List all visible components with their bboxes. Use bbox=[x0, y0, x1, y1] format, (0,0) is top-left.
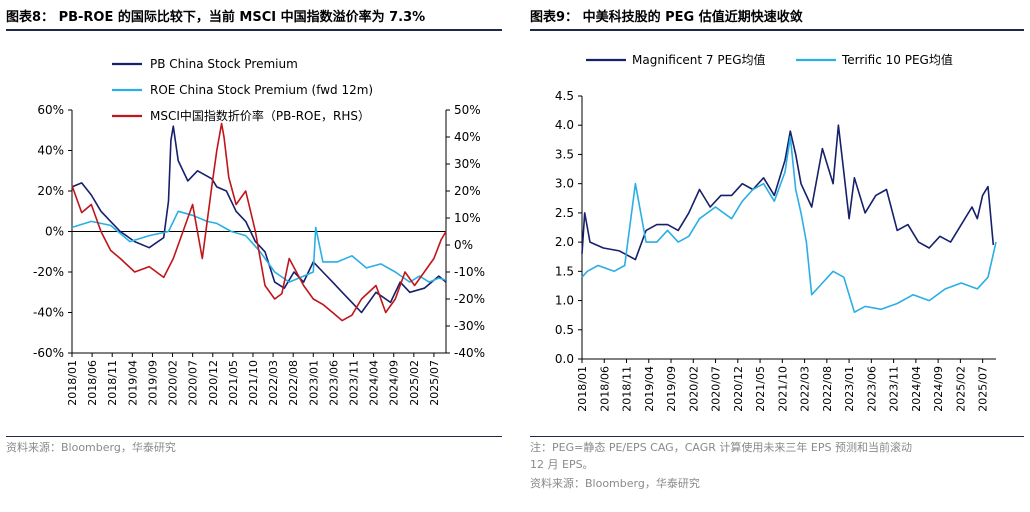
y-right-tick-label: 20% bbox=[454, 184, 481, 198]
y-tick-label: 4.5 bbox=[555, 89, 574, 103]
x-tick-label: 2020/02 bbox=[687, 366, 700, 412]
x-tick-label: 2020/12 bbox=[732, 366, 745, 412]
y-left-tick-label: -60% bbox=[33, 346, 64, 360]
y-left-tick-label: -40% bbox=[33, 306, 64, 320]
x-tick-label: 2020/07 bbox=[187, 360, 200, 406]
legend-label-t10: Terrific 10 PEG均值 bbox=[841, 52, 953, 67]
x-tick-label: 2022/08 bbox=[287, 360, 300, 406]
right-note-line1: 注：PEG=静态 PE/EPS CAG，CAGR 计算使用未来三年 EPS 预测… bbox=[530, 441, 912, 454]
series-line-mag7 bbox=[581, 124, 995, 261]
x-tick-label: 2022/03 bbox=[267, 360, 280, 406]
x-tick-label: 2019/04 bbox=[643, 366, 656, 412]
series-line-pb bbox=[71, 125, 447, 314]
x-tick-label: 2018/06 bbox=[86, 360, 99, 406]
x-tick-label: 2021/05 bbox=[227, 360, 240, 406]
x-tick-label: 2021/10 bbox=[247, 360, 260, 406]
y-right-tick-label: -40% bbox=[454, 346, 485, 360]
x-tick-label: 2025/02 bbox=[408, 360, 421, 406]
left-title-rule bbox=[6, 29, 502, 31]
x-tick-label: 2018/11 bbox=[106, 360, 119, 406]
left-pb-roe-chart: 60% 40% 20% 0% -20% -40% -60% 50% 40% 30% 20% 10% 0%… bbox=[33, 57, 485, 406]
y-left-tick-label: -20% bbox=[33, 265, 64, 279]
y-tick-label: 0.0 bbox=[555, 352, 574, 366]
right-title-rule bbox=[530, 29, 1024, 31]
y-right-tick-label: 50% bbox=[454, 103, 481, 117]
legend-label-msci: MSCI中国指数折价率（PB-ROE，RHS） bbox=[150, 108, 370, 123]
y-tick-label: 3.0 bbox=[555, 177, 574, 191]
y-right-tick-label: -20% bbox=[454, 292, 485, 306]
y-right-tick-label: 40% bbox=[454, 130, 481, 144]
x-tick-label: 2023/01 bbox=[843, 366, 856, 412]
x-tick-label: 2021/10 bbox=[776, 366, 789, 412]
y-tick-label: 0.5 bbox=[555, 323, 574, 337]
y-left-tick-label: 20% bbox=[37, 184, 64, 198]
y-right-tick-label: 0% bbox=[454, 238, 473, 252]
left-plot-area: 60% 40% 20% 0% -20% -40% -60% 50% 40% 30% 20% 10% 0%… bbox=[33, 103, 485, 406]
right-footer-rule bbox=[530, 436, 1024, 437]
y-left-tick-label: 60% bbox=[37, 103, 64, 117]
x-tick-label: 2024/09 bbox=[388, 360, 401, 406]
x-tick-label: 2024/04 bbox=[910, 366, 923, 412]
y-tick-label: 1.5 bbox=[555, 264, 574, 278]
x-tick-label: 2025/07 bbox=[428, 360, 441, 406]
legend-label-pb: PB China Stock Premium bbox=[150, 57, 298, 71]
x-tick-label: 2018/06 bbox=[598, 366, 611, 412]
y-tick-label: 1.0 bbox=[555, 294, 574, 308]
y-left-tick-label: 40% bbox=[37, 144, 64, 158]
x-tick-label: 2023/11 bbox=[348, 360, 361, 406]
legend-label-mag7: Magnificent 7 PEG均值 bbox=[632, 52, 766, 67]
right-note-line2: 12 月 EPS。 bbox=[530, 458, 594, 471]
right-legend: Magnificent 7 PEG均值 Terrific 10 PEG均值 bbox=[586, 52, 953, 67]
x-tick-label: 2023/06 bbox=[865, 366, 878, 412]
x-tick-label: 2020/07 bbox=[710, 366, 723, 412]
series-line-roe bbox=[71, 210, 447, 283]
left-footer-rule bbox=[6, 436, 502, 437]
x-tick-label: 2024/04 bbox=[368, 360, 381, 406]
y-tick-label: 2.0 bbox=[555, 235, 574, 249]
x-tick-label: 2018/01 bbox=[66, 360, 79, 406]
y-tick-label: 3.5 bbox=[555, 147, 574, 161]
legend-label-roe: ROE China Stock Premium (fwd 12m) bbox=[150, 83, 373, 97]
x-tick-label: 2023/01 bbox=[307, 360, 320, 406]
x-tick-label: 2025/02 bbox=[954, 366, 967, 412]
left-legend: PB China Stock Premium ROE China Stock P… bbox=[112, 57, 373, 123]
left-source-note: 资料来源：Bloomberg，华泰研究 bbox=[6, 441, 176, 454]
x-tick-label: 2023/06 bbox=[327, 360, 340, 406]
x-tick-label: 2018/11 bbox=[621, 366, 634, 412]
right-source-note: 资料来源：Bloomberg，华泰研究 bbox=[530, 477, 700, 490]
x-tick-label: 2024/09 bbox=[932, 366, 945, 412]
right-figure-title: 图表9： 中美科技股的 PEG 估值近期快速收敛 bbox=[530, 10, 803, 25]
x-tick-label: 2019/09 bbox=[665, 366, 678, 412]
y-left-tick-label: 0% bbox=[45, 225, 64, 239]
x-tick-label: 2025/07 bbox=[977, 366, 990, 412]
x-tick-label: 2019/09 bbox=[146, 360, 159, 406]
x-tick-label: 2022/08 bbox=[821, 366, 834, 412]
y-right-tick-label: -30% bbox=[454, 319, 485, 333]
y-right-tick-label: 30% bbox=[454, 157, 481, 171]
right-peg-chart: Magnificent 7 PEG均值 Terrific 10 PEG均值 4.… bbox=[555, 52, 997, 412]
x-tick-label: 2020/12 bbox=[207, 360, 220, 406]
y-right-tick-label: -10% bbox=[454, 265, 485, 279]
x-tick-label: 2019/04 bbox=[126, 360, 139, 406]
left-figure-title: 图表8： PB-ROE 的国际比较下，当前 MSCI 中国指数溢价率为 7.3% bbox=[6, 10, 426, 25]
y-tick-label: 2.5 bbox=[555, 206, 574, 220]
x-tick-label: 2023/11 bbox=[888, 366, 901, 412]
x-tick-label: 2018/01 bbox=[576, 366, 589, 412]
x-tick-label: 2022/03 bbox=[799, 366, 812, 412]
x-tick-label: 2021/05 bbox=[754, 366, 767, 412]
series-line-msci bbox=[71, 122, 447, 322]
y-right-tick-label: 10% bbox=[454, 211, 481, 225]
series-line-t10 bbox=[581, 136, 997, 313]
x-tick-label: 2020/02 bbox=[167, 360, 180, 406]
y-tick-label: 4.0 bbox=[555, 118, 574, 132]
